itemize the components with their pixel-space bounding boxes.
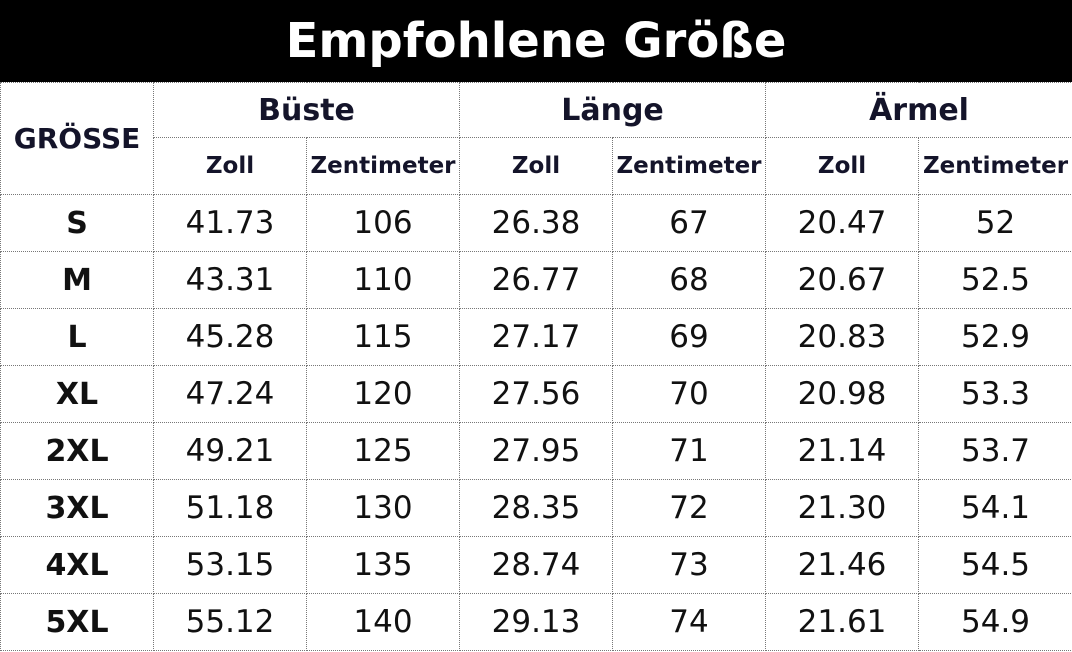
- cell: 26.38: [459, 194, 613, 252]
- cell: 27.56: [459, 365, 613, 423]
- cell: 70: [611, 365, 767, 423]
- cell: 106: [306, 194, 460, 252]
- corner-header: GRÖSSE: [0, 82, 154, 195]
- title: Empfohlene Größe: [0, 0, 1072, 82]
- size-label: 4XL: [0, 536, 154, 594]
- cell: 73: [611, 536, 767, 594]
- cell: 72: [611, 479, 767, 537]
- cell: 28.35: [459, 479, 613, 537]
- cell: 41.73: [153, 194, 307, 252]
- cell: 52.9: [918, 308, 1072, 366]
- cell: 20.67: [765, 251, 920, 309]
- size-table: GRÖSSE Büste Länge Ärmel Zoll Zentimeter Z…: [0, 82, 1072, 651]
- cell: 55.12: [153, 593, 307, 651]
- size-label: L: [0, 308, 154, 366]
- cell: 69: [611, 308, 767, 366]
- unit-header: Zoll: [765, 137, 920, 195]
- cell: 67: [611, 194, 767, 252]
- cell: 43.31: [153, 251, 307, 309]
- table-row: M 43.31 110 26.77 68 20.67 52.5: [0, 251, 1072, 309]
- cell: 115: [306, 308, 460, 366]
- cell: 21.30: [765, 479, 920, 537]
- cell: 21.14: [765, 422, 920, 480]
- cell: 130: [306, 479, 460, 537]
- cell: 120: [306, 365, 460, 423]
- group-header: Länge: [458, 82, 767, 138]
- cell: 53.3: [918, 365, 1072, 423]
- table-row: L 45.28 115 27.17 69 20.83 52.9: [0, 308, 1072, 366]
- cell: 54.5: [918, 536, 1072, 594]
- cell: 140: [306, 593, 460, 651]
- cell: 51.18: [153, 479, 307, 537]
- size-label: 3XL: [0, 479, 154, 537]
- cell: 29.13: [459, 593, 613, 651]
- size-label: 5XL: [0, 593, 154, 651]
- cell: 54.9: [918, 593, 1072, 651]
- unit-header: Zentimeter: [306, 137, 460, 195]
- unit-header: Zentimeter: [918, 137, 1072, 195]
- group-header: Ärmel: [765, 82, 1072, 138]
- cell: 68: [611, 251, 767, 309]
- cell: 135: [306, 536, 460, 594]
- cell: 21.46: [765, 536, 920, 594]
- cell: 27.17: [459, 308, 613, 366]
- cell: 53.7: [918, 422, 1072, 480]
- size-label: XL: [0, 365, 154, 423]
- cell: 52.5: [918, 251, 1072, 309]
- table-row: 3XL 51.18 130 28.35 72 21.30 54.1: [0, 479, 1072, 537]
- cell: 21.61: [765, 593, 920, 651]
- table-row: 5XL 55.12 140 29.13 74 21.61 54.9: [0, 593, 1072, 651]
- cell: 53.15: [153, 536, 307, 594]
- cell: 47.24: [153, 365, 307, 423]
- cell: 28.74: [459, 536, 613, 594]
- unit-header: Zoll: [459, 137, 613, 195]
- cell: 20.98: [765, 365, 920, 423]
- cell: 45.28: [153, 308, 307, 366]
- cell: 71: [611, 422, 767, 480]
- size-label: 2XL: [0, 422, 154, 480]
- cell: 125: [306, 422, 460, 480]
- cell: 20.47: [765, 194, 920, 252]
- size-label: S: [0, 194, 154, 252]
- table-row: S 41.73 106 26.38 67 20.47 52: [0, 194, 1072, 252]
- cell: 110: [306, 251, 460, 309]
- cell: 27.95: [459, 422, 613, 480]
- cell: 52: [918, 194, 1072, 252]
- unit-header: Zentimeter: [611, 137, 767, 195]
- table-row: 2XL 49.21 125 27.95 71 21.14 53.7: [0, 422, 1072, 480]
- table-row: XL 47.24 120 27.56 70 20.98 53.3: [0, 365, 1072, 423]
- group-header: Büste: [153, 82, 460, 138]
- table-row: 4XL 53.15 135 28.74 73 21.46 54.5: [0, 536, 1072, 594]
- cell: 54.1: [918, 479, 1072, 537]
- size-label: M: [0, 251, 154, 309]
- cell: 49.21: [153, 422, 307, 480]
- unit-header: Zoll: [153, 137, 307, 195]
- cell: 20.83: [765, 308, 920, 366]
- cell: 74: [611, 593, 767, 651]
- cell: 26.77: [459, 251, 613, 309]
